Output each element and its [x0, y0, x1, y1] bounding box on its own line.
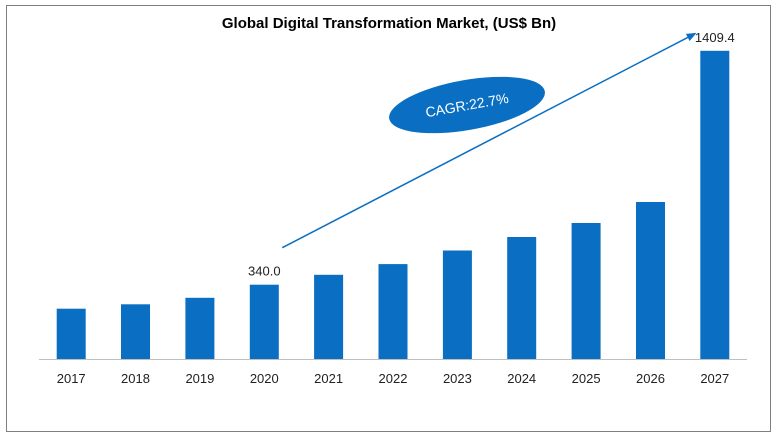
bar-2020 — [249, 284, 279, 359]
bar-2027 — [700, 50, 730, 360]
data-labels: 340.0 1409.4 — [248, 30, 735, 279]
cagr-ellipse — [389, 76, 545, 134]
bar-2019 — [185, 297, 215, 359]
x-tick-label-2020: 2020 — [250, 371, 279, 386]
x-tick-label-2027: 2027 — [700, 371, 729, 386]
x-tick-label-2023: 2023 — [443, 371, 472, 386]
x-tick-label-2021: 2021 — [314, 371, 343, 386]
cagr-arrow — [281, 32, 697, 249]
bar-2018 — [121, 304, 150, 359]
bar-2017 — [56, 308, 86, 359]
bar-2022 — [378, 264, 408, 359]
bar-2025 — [571, 223, 601, 359]
x-tick-label-2022: 2022 — [379, 371, 408, 386]
bar-2023 — [442, 250, 472, 359]
x-tick-labels: 2017 2018 2019 2020 2021 2022 2023 2024 2025 2026… — [57, 371, 730, 386]
data-label-2027: 1409.4 — [695, 30, 735, 45]
chart-title: Global Digital Transformation Market, (U… — [222, 15, 556, 32]
chart-frame: Global Digital Transformation Market, (U… — [6, 5, 771, 432]
x-tick-label-2024: 2024 — [507, 371, 536, 386]
bar-2021 — [314, 274, 344, 359]
x-tick-label-2025: 2025 — [572, 371, 601, 386]
data-label-2020: 340.0 — [248, 264, 281, 279]
x-tick-label-2017: 2017 — [57, 371, 86, 386]
cagr-annotation: CAGR:22.7% — [281, 32, 697, 249]
x-tick-label-2026: 2026 — [636, 371, 665, 386]
bar-2024 — [507, 237, 537, 359]
bar-chart: Global Digital Transformation Market, (U… — [39, 15, 747, 386]
x-tick-label-2018: 2018 — [121, 371, 150, 386]
x-tick-label-2019: 2019 — [185, 371, 214, 386]
bars — [56, 50, 730, 360]
bar-2026 — [636, 202, 665, 359]
